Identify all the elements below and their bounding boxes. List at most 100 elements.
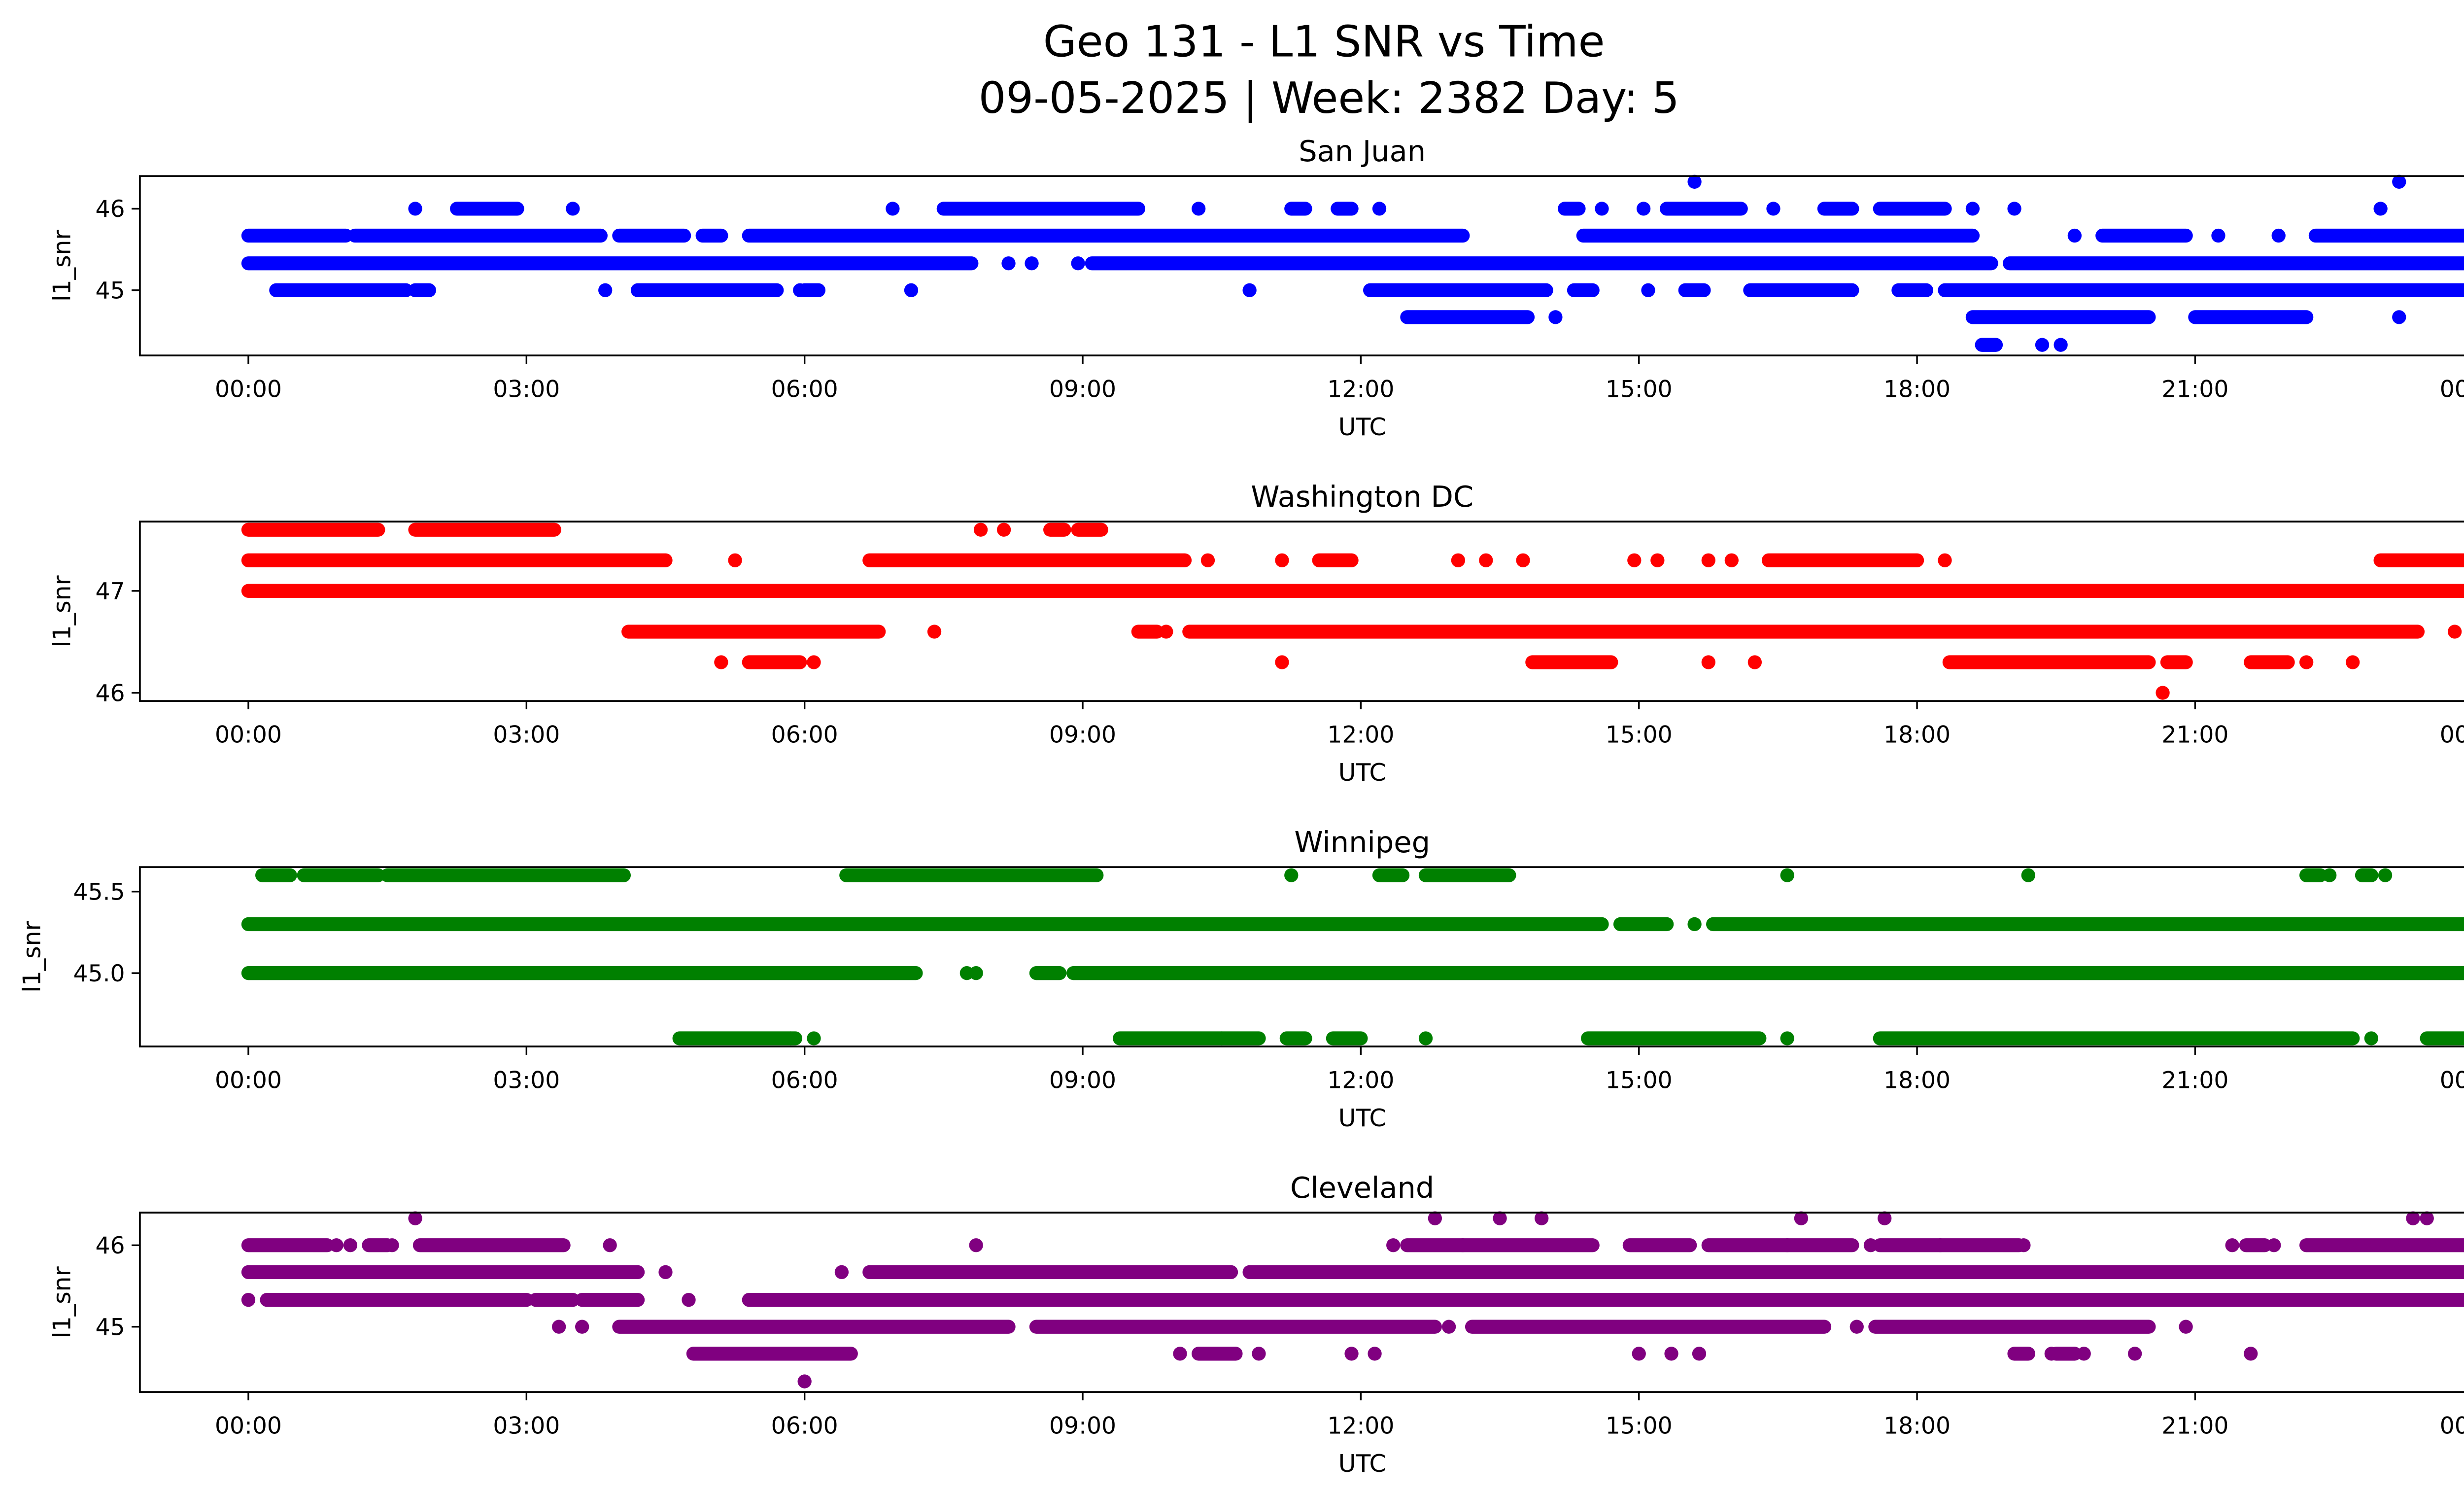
data-point xyxy=(1071,256,1085,271)
data-run xyxy=(1525,655,1618,669)
data-point xyxy=(1780,1031,1794,1045)
data-point xyxy=(1780,868,1794,882)
x-tick-label: 12:00 xyxy=(1327,1067,1394,1094)
data-run xyxy=(1043,522,1071,537)
x-tick-label: 12:00 xyxy=(1327,376,1394,403)
data-run xyxy=(1942,655,2156,669)
data-point xyxy=(2373,202,2388,216)
x-tick-label: 06:00 xyxy=(771,721,838,748)
data-run xyxy=(1131,625,1164,639)
data-run xyxy=(241,917,1609,932)
x-tick-label: 00:00 xyxy=(2440,1067,2464,1094)
y-tick-label: 47 xyxy=(96,578,125,605)
data-run xyxy=(2239,1238,2272,1252)
x-tick-label: 18:00 xyxy=(1883,721,1951,748)
data-run xyxy=(1400,1238,1600,1252)
data-point xyxy=(1418,1031,1433,1045)
x-tick-label: 03:00 xyxy=(493,1067,560,1094)
data-point xyxy=(2406,1211,2420,1225)
data-run xyxy=(1743,283,1859,297)
data-point xyxy=(1516,553,1530,567)
panel-title: Washington DC xyxy=(1251,480,1473,514)
panel-cleveland: Cleveland 45 46 00:00 03:00 06:00 09:00 12:00… xyxy=(48,1171,2464,1478)
data-run xyxy=(1873,1238,2026,1252)
data-point xyxy=(1636,202,1651,216)
data-run xyxy=(1029,1320,1442,1334)
data-run xyxy=(241,1238,335,1252)
data-point xyxy=(2053,338,2068,352)
data-run xyxy=(1312,553,1359,567)
data-run xyxy=(2160,655,2193,669)
data-point xyxy=(1535,1211,1549,1225)
data-point xyxy=(2420,1211,2434,1225)
data-point xyxy=(1001,256,1016,271)
data-points xyxy=(241,868,2464,1045)
data-point xyxy=(1275,655,1289,669)
x-tick-label: 15:00 xyxy=(1606,1412,1673,1439)
x-tick-label: 09:00 xyxy=(1049,1412,1116,1439)
data-point xyxy=(1863,1238,1878,1252)
x-axis: 00:00 03:00 06:00 09:00 12:00 15:00 18:00 21:00… xyxy=(215,1392,2464,1439)
data-run xyxy=(1817,202,1859,216)
data-run xyxy=(1113,1031,1266,1045)
data-run xyxy=(862,1265,1238,1280)
data-point xyxy=(807,1031,821,1045)
data-point xyxy=(1025,256,1039,271)
data-run xyxy=(1975,338,2003,352)
data-run xyxy=(1284,202,1312,216)
x-tick-label: 12:00 xyxy=(1327,1412,1394,1439)
x-axis-label: UTC xyxy=(1338,1450,1386,1478)
data-run xyxy=(2308,228,2464,243)
data-point xyxy=(603,1238,617,1252)
data-point xyxy=(1632,1347,1646,1361)
y-axis: 45 46 xyxy=(96,1232,140,1341)
panel-washington-dc: Washington DC 46 47 00:00 03:00 06:00 09:00 1… xyxy=(48,480,2464,787)
data-point xyxy=(1687,174,1702,189)
data-run xyxy=(241,966,923,980)
data-point xyxy=(2267,1238,2281,1252)
x-tick-label: 00:00 xyxy=(215,376,282,403)
data-point xyxy=(682,1292,696,1307)
data-run xyxy=(2355,868,2378,882)
data-point xyxy=(784,1031,798,1045)
data-point xyxy=(1627,553,1642,567)
data-point xyxy=(797,1374,812,1389)
y-axis: 45.0 45.5 xyxy=(73,879,140,987)
x-axis-label: UTC xyxy=(1338,759,1386,787)
x-tick-label: 21:00 xyxy=(2161,376,2228,403)
data-point xyxy=(408,202,422,216)
x-tick-label: 03:00 xyxy=(493,1412,560,1439)
data-run xyxy=(241,1265,645,1280)
data-run xyxy=(695,228,728,243)
data-run xyxy=(412,1238,571,1252)
data-point xyxy=(1641,283,1655,297)
data-point xyxy=(969,1238,983,1252)
data-run xyxy=(2299,868,2327,882)
data-run xyxy=(241,256,979,271)
data-run xyxy=(612,228,691,243)
data-run xyxy=(1868,1320,2156,1334)
data-run xyxy=(1331,202,1359,216)
x-tick-label: 21:00 xyxy=(2161,1067,2228,1094)
data-point xyxy=(343,1238,358,1252)
data-run xyxy=(241,522,385,537)
data-point xyxy=(2323,868,2337,882)
axes-frame xyxy=(139,866,2464,1047)
data-run xyxy=(260,1292,534,1307)
data-run xyxy=(269,283,413,297)
data-run xyxy=(241,584,2464,598)
data-point xyxy=(2364,1031,2378,1045)
data-run xyxy=(1418,868,1516,882)
x-axis: 00:00 03:00 06:00 09:00 12:00 15:00 18:00 21:00… xyxy=(215,1046,2464,1094)
data-run xyxy=(1182,625,2425,639)
data-point xyxy=(1372,202,1387,216)
data-point xyxy=(1965,202,1980,216)
data-point xyxy=(1428,1211,1442,1225)
data-run xyxy=(1678,283,1711,297)
x-tick-label: 03:00 xyxy=(493,376,560,403)
data-point xyxy=(2156,686,2170,700)
data-point xyxy=(1687,917,1702,932)
data-point xyxy=(1284,868,1299,882)
data-run xyxy=(1706,917,2464,932)
